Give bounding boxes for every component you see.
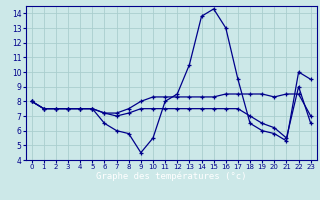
X-axis label: Graphe des températures (°c): Graphe des températures (°c)	[96, 172, 246, 181]
